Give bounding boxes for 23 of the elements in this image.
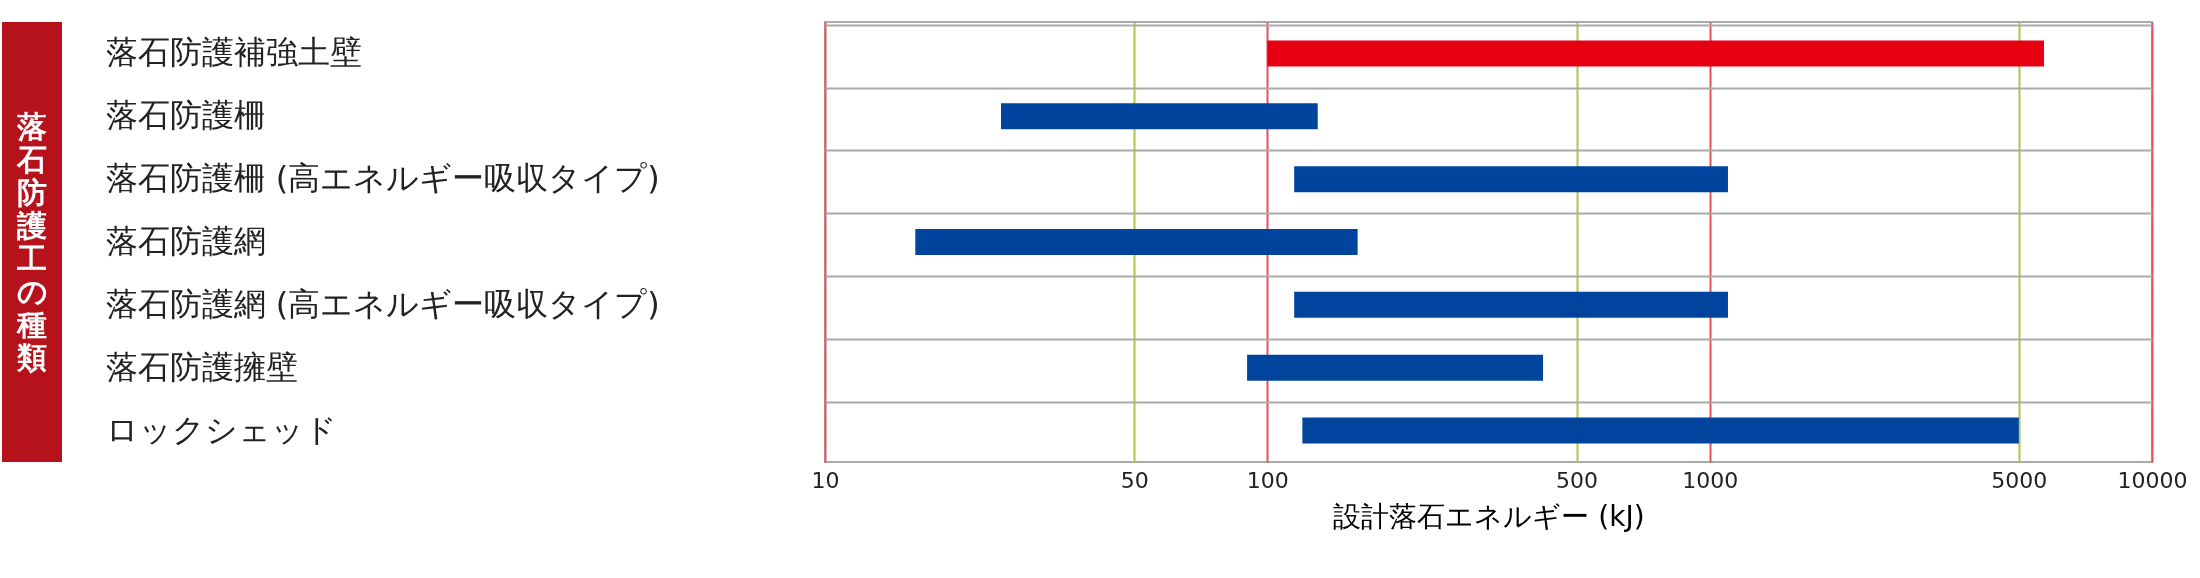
x-tick-label: 100 — [1246, 467, 1289, 493]
x-tick-label: 50 — [1120, 467, 1149, 493]
y-axis-title: 落石防護工の種類 — [16, 109, 48, 375]
bar — [1294, 291, 1728, 318]
y-tick-label: ロックシェッド — [105, 410, 337, 449]
x-tick-label: 1000 — [1682, 467, 1739, 493]
bar — [1302, 417, 2019, 444]
y-tick-label: 落石防護柵 — [105, 96, 266, 135]
x-tick-label: 10 — [811, 467, 840, 493]
x-axis-title: 設計落石エネルギー (kJ) — [1333, 499, 1645, 533]
y-tick-label: 落石防護擁壁 — [105, 347, 298, 386]
y-tick-label: 落石防護網 (高エネルギー吸収タイプ) — [105, 284, 660, 323]
x-tick-label: 10000 — [2117, 467, 2188, 493]
bar — [1247, 354, 1544, 381]
x-tick-label: 5000 — [1991, 467, 2048, 493]
bar — [1294, 166, 1728, 193]
bar — [1001, 103, 1318, 130]
y-tick-label: 落石防護柵 (高エネルギー吸収タイプ) — [105, 159, 660, 198]
y-tick-label: 落石防護網 — [105, 222, 266, 260]
bar — [915, 229, 1358, 255]
bar — [1267, 40, 2045, 67]
x-tick-label: 500 — [1556, 467, 1599, 493]
y-tick-label: 落石防護補強土壁 — [105, 33, 362, 72]
